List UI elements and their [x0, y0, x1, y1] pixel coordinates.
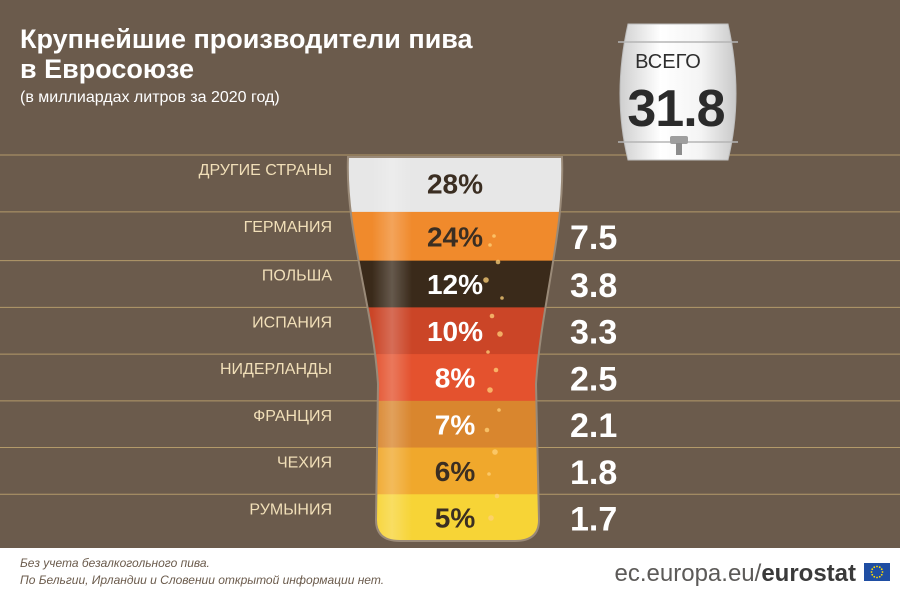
eu-flag-icon [864, 563, 890, 581]
chart-title: Крупнейшие производители пива в Евросоюз… [20, 24, 473, 84]
bubble [493, 367, 499, 373]
bubble [497, 408, 501, 412]
footnote-1: Без учета безалкогольного пива. [20, 556, 210, 570]
country-label: ФРАНЦИЯ [253, 408, 332, 425]
barrel-icon [618, 23, 738, 161]
value-label: 1.7 [570, 501, 617, 539]
value-label: 7.5 [570, 219, 617, 257]
share-label: 5% [435, 503, 476, 534]
footer: Без учета безалкогольного пива. По Бельг… [0, 548, 900, 600]
bubble [488, 243, 492, 247]
value-label: 1.8 [570, 454, 617, 492]
bubble [500, 296, 504, 300]
value-label: 3.3 [570, 314, 617, 352]
bubble [494, 493, 500, 499]
value-label: 2.1 [570, 407, 617, 445]
country-label: ЧЕХИЯ [277, 455, 332, 472]
share-label: 10% [427, 316, 483, 347]
eurostat-logo-text: eurostat [761, 560, 856, 587]
value-label: 2.5 [570, 360, 617, 398]
bubble [486, 350, 490, 354]
chart-title-line-2: в Евросоюзе [20, 54, 194, 84]
country-label: ДРУГИЕ СТРАНЫ [199, 162, 332, 179]
country-label: РУМЫНИЯ [249, 501, 332, 518]
share-label: 6% [435, 456, 476, 487]
bubble [487, 387, 493, 393]
bubble [497, 331, 503, 337]
share-label: 7% [435, 409, 476, 440]
beer-glass [346, 156, 564, 542]
country-label: ГЕРМАНИЯ [244, 219, 332, 236]
bubble [488, 515, 494, 521]
country-label: ПОЛЬША [262, 268, 332, 285]
share-label: 12% [427, 269, 483, 300]
total-label: ВСЕГО [635, 51, 701, 73]
chart-title-line-1: Крупнейшие производители пива [20, 24, 473, 54]
source-url: ec.europa.eu/ [614, 560, 762, 587]
footnote-2: По Бельгии, Ирландии и Словении открытой… [20, 573, 385, 587]
tap-icon [670, 136, 688, 155]
bubble [495, 259, 501, 265]
share-label: 28% [427, 169, 483, 200]
bubble [492, 234, 496, 238]
country-label: ИСПАНИЯ [252, 314, 332, 331]
total-value: 31.8 [627, 80, 724, 138]
bubble [489, 313, 495, 319]
source-link[interactable]: ec.europa.eu/eurostat [615, 560, 856, 588]
bubble [484, 427, 490, 433]
bubble [492, 449, 498, 455]
share-label: 24% [427, 221, 483, 252]
bubble [483, 277, 489, 283]
country-label: НИДЕРЛАНДЫ [220, 361, 332, 378]
share-label: 8% [435, 363, 476, 394]
bubble [487, 472, 491, 476]
value-label: 3.8 [570, 267, 617, 305]
bubbles [483, 234, 504, 521]
chart-subtitle: (в миллиардах литров за 2020 год) [20, 89, 280, 106]
